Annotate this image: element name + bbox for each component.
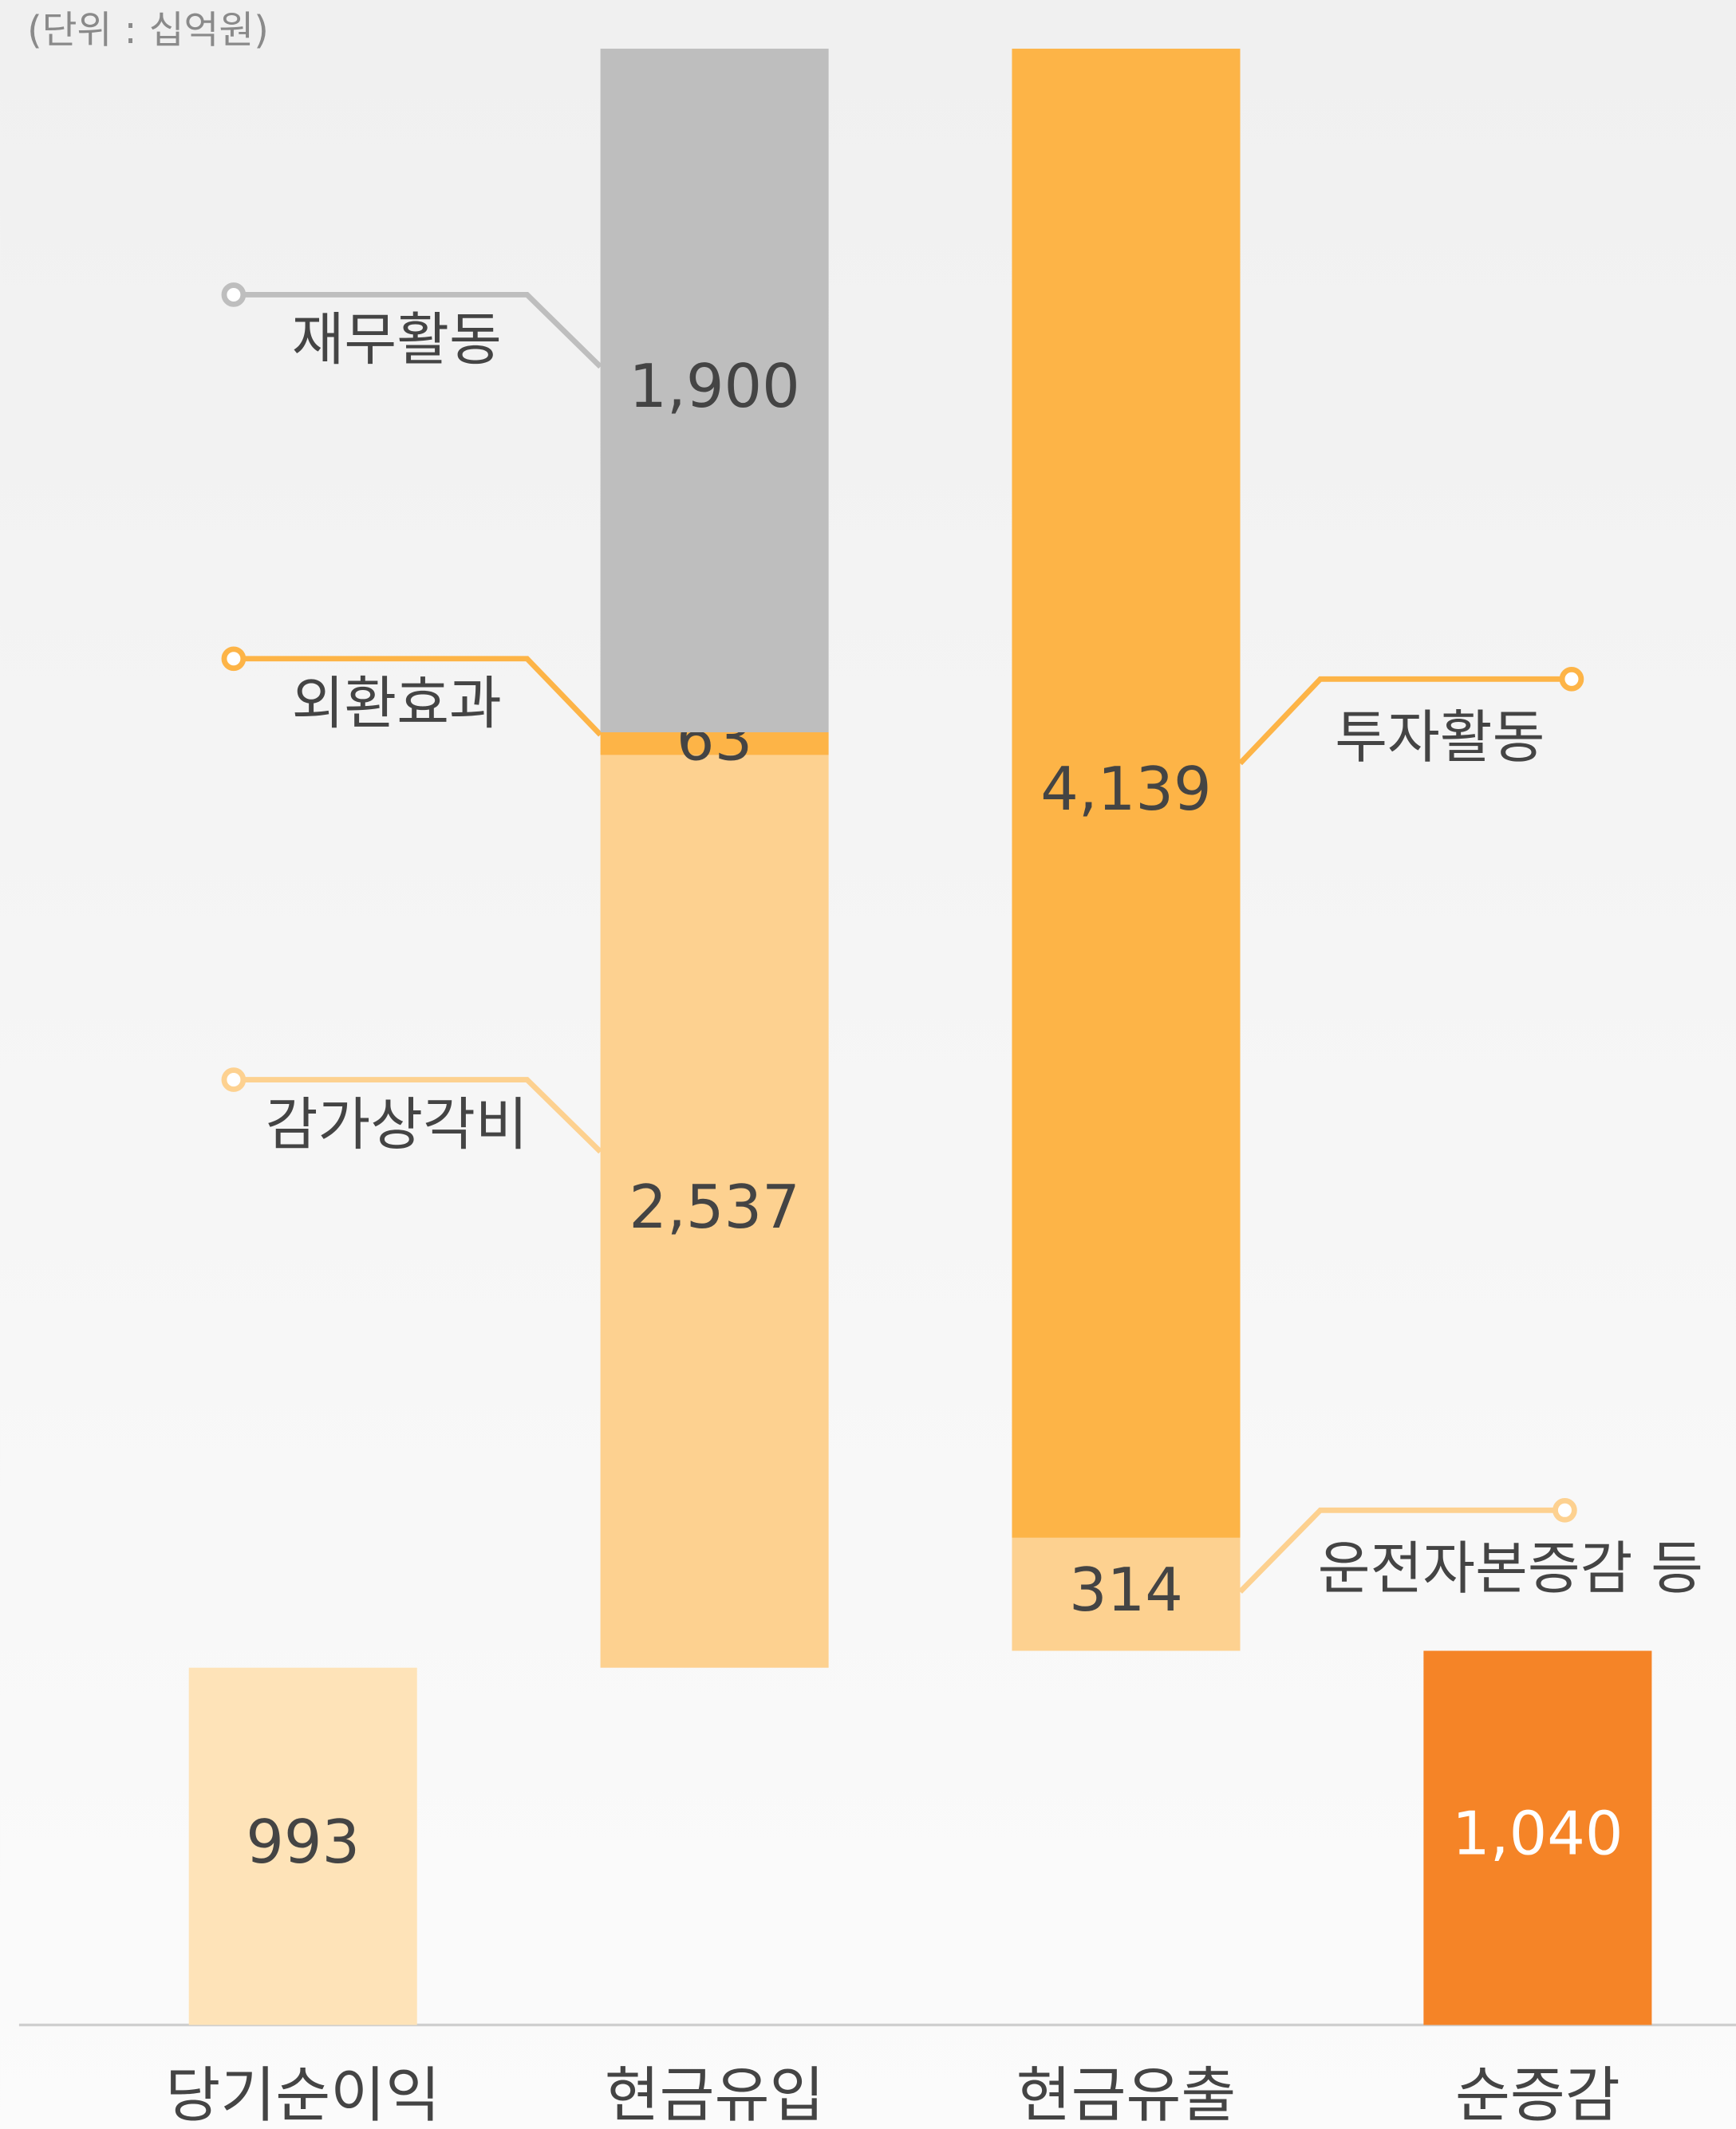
leader-line bbox=[233, 292, 602, 369]
bar-segment bbox=[600, 732, 829, 755]
bar-segment bbox=[1012, 49, 1241, 1538]
segment-name: 투자활동 bbox=[1335, 704, 1545, 771]
x-tick-label: 순증감 bbox=[1455, 2060, 1620, 2129]
leader-dot bbox=[221, 282, 247, 307]
bar-segment bbox=[1012, 1537, 1241, 1651]
bar-segment bbox=[1423, 1650, 1652, 2025]
segment-name: 운전자본증감 등 bbox=[1318, 1536, 1703, 1602]
x-tick-label: 현금유출 bbox=[1016, 2060, 1237, 2129]
segment-name: 외환효과 bbox=[292, 671, 502, 737]
x-tick-label: 당기순이익 bbox=[165, 2060, 440, 2129]
value-label: 993 bbox=[246, 1807, 360, 1877]
leader-dot bbox=[1559, 666, 1584, 692]
value-label: 2,537 bbox=[629, 1172, 799, 1242]
bar-segment bbox=[600, 49, 829, 733]
leader-line bbox=[1238, 676, 1572, 766]
leader-line bbox=[233, 1077, 602, 1154]
value-label: 4,139 bbox=[1040, 754, 1211, 824]
leader-dot bbox=[1553, 1497, 1577, 1523]
segment-name: 감가상각비 bbox=[266, 1091, 528, 1157]
value-label: 314 bbox=[1069, 1555, 1183, 1625]
leader-line bbox=[233, 656, 603, 737]
bar-segment bbox=[600, 755, 829, 1668]
value-label: 1,900 bbox=[629, 351, 799, 421]
unit-note: (단위 : 십억원) bbox=[27, 9, 269, 53]
leader-dot bbox=[221, 1067, 247, 1092]
bar-segment bbox=[188, 1667, 417, 2025]
leader-dot bbox=[221, 646, 247, 672]
segment-name: 재무활동 bbox=[292, 306, 502, 373]
leader-line bbox=[1238, 1507, 1565, 1594]
x-tick-label: 현금유입 bbox=[605, 2060, 825, 2129]
value-label: 1,040 bbox=[1452, 1799, 1623, 1869]
